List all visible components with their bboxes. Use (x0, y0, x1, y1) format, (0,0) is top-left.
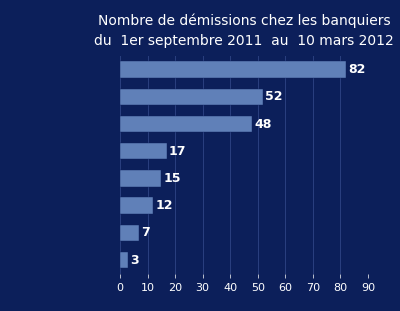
Bar (120, 143, 167, 159)
Bar (120, 252, 128, 268)
Bar (120, 62, 346, 78)
Text: 15: 15 (164, 172, 181, 185)
Text: 3: 3 (130, 253, 139, 267)
Text: 48: 48 (254, 118, 272, 131)
Bar (120, 89, 263, 105)
Text: 82: 82 (348, 63, 366, 76)
Text: 7: 7 (142, 226, 150, 239)
Bar (120, 116, 252, 132)
Text: 17: 17 (169, 145, 186, 158)
Title: Nombre de démissions chez les banquiers
du  1er septembre 2011  au  10 mars 2012: Nombre de démissions chez les banquiers … (94, 14, 394, 48)
Bar (120, 225, 139, 241)
Bar (120, 197, 153, 214)
Bar (120, 170, 161, 187)
Text: 52: 52 (266, 90, 283, 103)
Text: 12: 12 (155, 199, 173, 212)
